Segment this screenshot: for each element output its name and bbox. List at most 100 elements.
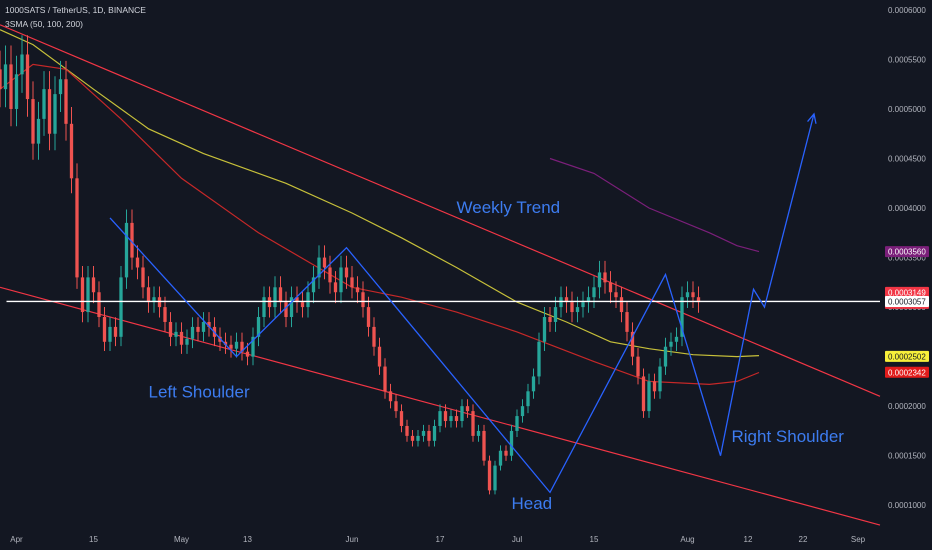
candle-body <box>394 401 398 412</box>
y-tick-label: 0.0005000 <box>888 105 926 114</box>
price-label-value: 0.0002342 <box>888 368 926 377</box>
price-label-box <box>885 350 929 362</box>
candle-body <box>696 297 701 303</box>
candle-body <box>20 54 24 75</box>
candle-body <box>69 123 74 179</box>
candle-body <box>542 317 547 342</box>
candle-body <box>152 297 156 303</box>
x-tick-label: 15 <box>590 535 599 544</box>
candle-body <box>575 307 580 313</box>
annotation-weekly-trend: Weekly Trend <box>457 198 561 217</box>
candle-body <box>564 297 569 303</box>
candles-layer <box>0 35 701 495</box>
candle-body <box>597 272 602 288</box>
annotation-left-shoulder: Left Shoulder <box>149 382 250 401</box>
price-label-box <box>885 295 929 307</box>
ma-line-sma-100 <box>0 63 760 386</box>
candle-body <box>625 312 629 332</box>
candle-body <box>168 321 173 337</box>
candle-body <box>91 277 96 293</box>
candle-body <box>663 346 668 367</box>
y-tick-label: 0.0004000 <box>888 204 926 213</box>
candle-body <box>647 381 651 412</box>
candle-body <box>14 74 19 109</box>
x-tick-label: 22 <box>799 535 808 544</box>
candle-body <box>548 317 552 322</box>
candle-body <box>454 416 459 422</box>
price-label: 0.0002342 <box>885 366 929 378</box>
candle-body <box>350 277 354 288</box>
price-label: 0.0003560 <box>885 246 929 258</box>
price-label-value: 0.0003057 <box>888 297 926 306</box>
candle-body <box>344 267 349 278</box>
candle-body <box>482 430 486 461</box>
candle-body <box>174 331 178 337</box>
candle-body <box>245 351 250 357</box>
candle-body <box>339 267 343 293</box>
price-label-box <box>885 366 929 378</box>
ma-line-sma-50 <box>0 29 760 358</box>
candle-body <box>75 178 79 278</box>
ma-line-sma-200 <box>549 157 760 253</box>
y-tick-label: 0.0004500 <box>888 155 926 164</box>
candle-body <box>317 257 321 278</box>
x-tick-label: May <box>174 535 189 544</box>
candle-body <box>641 376 646 412</box>
candle-body <box>487 460 492 491</box>
x-tick-label: 12 <box>744 535 753 544</box>
candle-body <box>190 326 195 339</box>
candle-body <box>64 79 68 124</box>
annotations-layer: Weekly Trend Left Shoulder Head Right Shoul… <box>149 198 845 513</box>
candle-body <box>229 344 233 349</box>
candle-body <box>674 336 679 342</box>
pattern-layer <box>109 112 817 494</box>
candle-body <box>636 356 640 377</box>
candle-body <box>416 435 420 441</box>
candle-body <box>119 277 123 337</box>
x-tick-label: 17 <box>436 535 445 544</box>
candle-body <box>493 465 497 491</box>
price-labels-layer: 0.00035600.000314915:58:300.00030570.000… <box>885 246 929 378</box>
annotation-head: Head <box>512 494 553 513</box>
candle-body <box>256 317 261 337</box>
candle-body <box>113 326 118 337</box>
candle-body <box>388 391 393 402</box>
price-label-box <box>885 246 929 258</box>
candle-body <box>306 292 310 308</box>
x-tick-label: Aug <box>680 535 694 544</box>
candle-body <box>537 341 541 377</box>
candle-body <box>289 297 294 318</box>
candle-body <box>328 267 332 283</box>
candle-body <box>669 341 673 347</box>
candle-body <box>42 89 46 119</box>
candle-body <box>438 411 442 426</box>
y-tick-label: 0.0002000 <box>888 402 926 411</box>
candle-body <box>80 277 85 313</box>
candle-body <box>504 450 508 456</box>
candle-body <box>377 346 382 367</box>
candle-body <box>652 381 657 392</box>
candle-body <box>97 292 101 318</box>
candle-body <box>372 326 376 347</box>
candle-body <box>207 321 211 327</box>
candle-body <box>262 297 266 318</box>
candle-body <box>311 277 316 293</box>
candle-body <box>526 391 530 407</box>
price-label-value: 0.0003560 <box>888 248 926 257</box>
candle-body <box>630 331 635 357</box>
candle-body <box>124 222 129 278</box>
head-shoulders-path[interactable] <box>109 113 815 494</box>
candle-body <box>196 326 200 332</box>
candle-body <box>25 54 30 100</box>
y-tick-label: 0.0005500 <box>888 55 926 64</box>
candle-body <box>361 292 365 308</box>
candle-body <box>333 282 338 293</box>
trendline-upper-channel[interactable] <box>0 24 881 397</box>
candle-body <box>658 366 662 392</box>
candle-body <box>531 376 536 392</box>
candle-body <box>273 287 277 308</box>
candle-body <box>498 450 503 466</box>
candle-body <box>427 430 431 441</box>
